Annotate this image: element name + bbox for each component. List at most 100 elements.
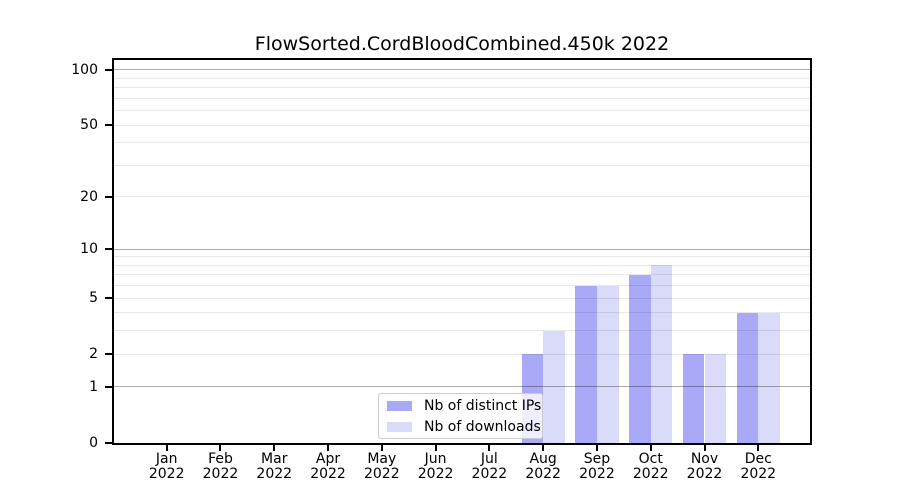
x-tick-label-line: 2022 bbox=[471, 466, 508, 482]
y-tick bbox=[105, 385, 114, 388]
bar-downloads bbox=[704, 354, 727, 443]
y-tick-label: 5 bbox=[89, 290, 98, 307]
legend-item: Nb of downloads bbox=[379, 416, 542, 437]
x-tick-label-line: 2022 bbox=[310, 466, 346, 482]
x-tick-label-line: 2022 bbox=[363, 466, 400, 482]
x-tick-label-line: May bbox=[367, 451, 397, 467]
chart-title: FlowSorted.CordBloodCombined.450k 2022 bbox=[254, 33, 670, 55]
y-tick bbox=[105, 248, 114, 251]
plot-frame bbox=[112, 58, 812, 445]
legend-label: Nb of downloads bbox=[424, 418, 541, 435]
legend-label: Nb of distinct IPs bbox=[424, 397, 542, 414]
x-tick-label-line: 2022 bbox=[686, 466, 723, 482]
gridline-minor bbox=[114, 124, 810, 126]
x-tick bbox=[273, 445, 276, 451]
x-tick bbox=[434, 445, 437, 451]
gridline-major bbox=[114, 69, 810, 71]
x-tick-label: Feb 2022 bbox=[190, 452, 250, 482]
x-tick-label: Jun 2022 bbox=[406, 452, 466, 482]
bar-downloads bbox=[650, 265, 673, 443]
gridline-minor bbox=[114, 312, 810, 314]
x-tick-label-line: Feb bbox=[208, 451, 233, 467]
x-tick bbox=[542, 445, 545, 451]
x-tick-label-line: 2022 bbox=[579, 466, 615, 482]
gridline-minor bbox=[114, 110, 810, 112]
x-tick bbox=[219, 445, 222, 451]
x-tick-label: Jan 2022 bbox=[137, 452, 197, 482]
x-tick-label: Dec 2022 bbox=[728, 452, 788, 482]
x-tick-label-line: 2022 bbox=[202, 466, 239, 482]
gridline-minor bbox=[114, 330, 810, 332]
x-tick-label: Mar 2022 bbox=[244, 452, 304, 482]
bar-distinct-ips bbox=[736, 312, 759, 443]
y-tick-label: 20 bbox=[80, 188, 98, 205]
x-tick bbox=[595, 445, 598, 451]
y-tick bbox=[105, 195, 114, 198]
x-tick-label-line: Aug bbox=[529, 451, 557, 467]
y-tick bbox=[105, 297, 114, 300]
y-tick-label: 10 bbox=[80, 241, 98, 258]
x-tick-label: May 2022 bbox=[352, 452, 412, 482]
x-tick bbox=[757, 445, 760, 451]
legend-swatch-distinct-ips bbox=[387, 400, 412, 411]
y-tick-label: 1 bbox=[89, 378, 98, 395]
y-tick bbox=[105, 353, 114, 356]
gridline-minor bbox=[114, 274, 810, 276]
x-tick-label-line: 2022 bbox=[256, 466, 293, 482]
y-tick-label: 100 bbox=[71, 61, 98, 78]
x-tick-label-line: Dec bbox=[744, 451, 772, 467]
x-tick-label: Oct 2022 bbox=[621, 452, 681, 482]
x-tick-label: Apr 2022 bbox=[298, 452, 358, 482]
x-tick-label: Nov 2022 bbox=[675, 452, 735, 482]
gridline-major bbox=[114, 386, 810, 388]
gridline-minor bbox=[114, 264, 810, 266]
x-tick-label: Jul 2022 bbox=[459, 452, 519, 482]
x-tick bbox=[649, 445, 652, 451]
y-tick bbox=[105, 442, 114, 444]
x-tick-label-line: 2022 bbox=[148, 466, 185, 482]
x-tick bbox=[703, 445, 706, 451]
bar-distinct-ips bbox=[682, 354, 705, 443]
x-tick bbox=[488, 445, 491, 451]
x-tick-label-line: 2022 bbox=[417, 466, 454, 482]
legend-item: Nb of distinct IPs bbox=[379, 395, 542, 416]
x-tick-label-line: 2022 bbox=[632, 466, 669, 482]
y-tick-label: 2 bbox=[89, 346, 98, 363]
x-tick-label: Aug 2022 bbox=[513, 452, 573, 482]
gridline-minor bbox=[114, 97, 810, 99]
x-tick-label-line: 2022 bbox=[740, 466, 777, 482]
gridline-minor bbox=[114, 87, 810, 89]
x-tick-label-line: Apr bbox=[315, 451, 341, 467]
gridline-minor bbox=[114, 77, 810, 79]
gridline-minor bbox=[114, 285, 810, 287]
gridline-minor bbox=[114, 196, 810, 198]
gridline-minor bbox=[114, 256, 810, 258]
bar-distinct-ips bbox=[575, 285, 597, 443]
y-tick-label: 50 bbox=[80, 117, 98, 134]
gridline-minor bbox=[114, 297, 810, 299]
y-tick bbox=[105, 124, 114, 127]
gridline-minor bbox=[114, 142, 810, 144]
y-tick bbox=[105, 68, 114, 71]
x-tick-label-line: Mar bbox=[261, 451, 288, 467]
x-tick-label-line: Sep bbox=[583, 451, 611, 467]
x-tick bbox=[380, 445, 383, 451]
gridline-major bbox=[114, 248, 810, 250]
x-tick-label-line: Jan bbox=[155, 451, 178, 467]
bar-downloads bbox=[758, 312, 780, 443]
bar-downloads bbox=[596, 285, 619, 443]
x-tick-label-line: Jul bbox=[480, 451, 498, 467]
x-tick-label-line: Jun bbox=[424, 451, 447, 467]
gridline-minor bbox=[114, 353, 810, 355]
x-tick bbox=[165, 445, 168, 451]
bar-downloads bbox=[543, 330, 565, 443]
x-tick-label-line: 2022 bbox=[525, 466, 561, 482]
x-tick-label-line: Nov bbox=[690, 451, 719, 467]
x-tick bbox=[327, 445, 330, 451]
x-tick-label: Sep 2022 bbox=[567, 452, 627, 482]
gridline-minor bbox=[114, 164, 810, 166]
y-tick-label: 0 bbox=[89, 435, 98, 451]
x-tick-label-line: Oct bbox=[638, 451, 663, 467]
